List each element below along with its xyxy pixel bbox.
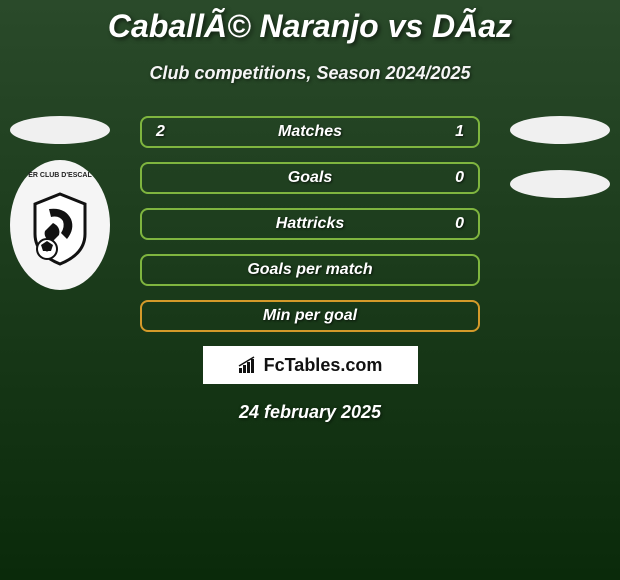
stat-label: Min per goal (263, 307, 357, 325)
left-player-photo-placeholder (10, 116, 110, 144)
stat-row-min-per-goal: Min per goal (140, 300, 480, 332)
shield-icon (25, 189, 95, 269)
left-club-badge-text: ER CLUB D'ESCAL (28, 172, 92, 179)
date: 24 february 2025 (0, 402, 620, 423)
page-title: CaballÃ© Naranjo vs DÃ­az (0, 0, 620, 45)
watermark-text: FcTables.com (238, 355, 383, 376)
left-club-badge: ER CLUB D'ESCAL (10, 160, 110, 290)
stat-row-matches: 2 Matches 1 (140, 116, 480, 148)
watermark: FcTables.com (203, 346, 418, 384)
stat-label: Goals (288, 169, 332, 187)
stat-label: Hattricks (276, 215, 344, 233)
stat-rows: 2 Matches 1 Goals 0 Hattricks 0 Goals pe… (140, 116, 480, 332)
stat-label: Goals per match (247, 261, 372, 279)
stat-label: Matches (278, 123, 342, 141)
stat-right-value: 0 (444, 215, 464, 233)
subtitle: Club competitions, Season 2024/2025 (0, 63, 620, 84)
left-player-badges: ER CLUB D'ESCAL (10, 116, 110, 290)
stat-right-value: 1 (444, 123, 464, 141)
stat-right-value: 0 (444, 169, 464, 187)
stat-row-goals-per-match: Goals per match (140, 254, 480, 286)
bar-chart-icon (238, 356, 260, 374)
stat-row-hattricks: Hattricks 0 (140, 208, 480, 240)
comparison-content: ER CLUB D'ESCAL 2 Matches 1 Goals 0 (0, 116, 620, 423)
stat-row-goals: Goals 0 (140, 162, 480, 194)
right-player-photo-placeholder (510, 116, 610, 144)
right-club-badge-placeholder (510, 170, 610, 198)
watermark-label: FcTables.com (264, 355, 383, 376)
stat-left-value: 2 (156, 123, 176, 141)
right-player-badges (510, 116, 610, 224)
